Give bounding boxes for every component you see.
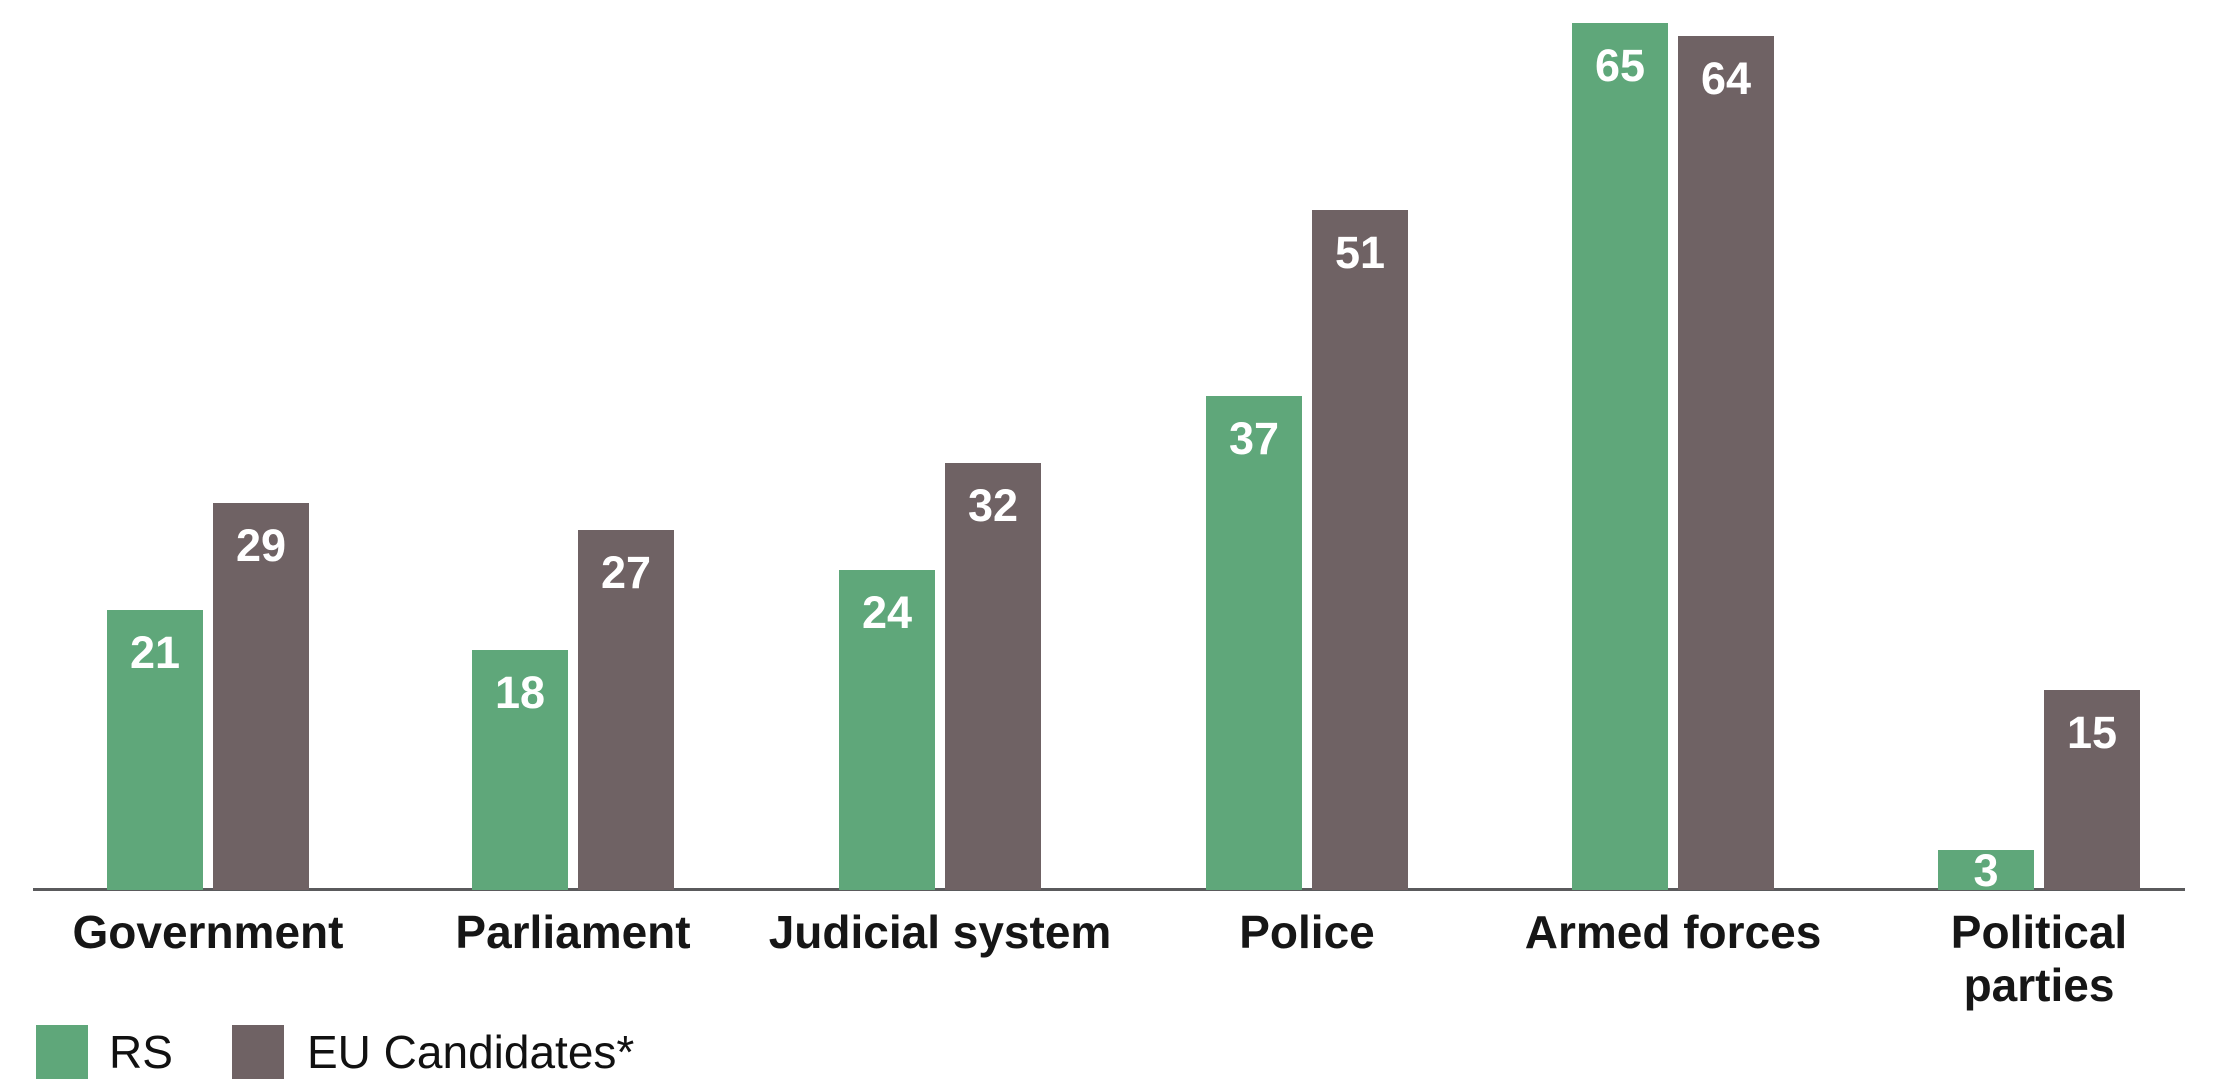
x-axis-category-label-political-parties: Political parties [1950,906,2128,1012]
bar-value-label: 64 [1700,53,1752,104]
bar-value-label: 32 [967,480,1019,531]
x-axis-category-label-judicial-system: Judicial system [768,906,1112,958]
bar-value-label: 21 [129,627,181,678]
legend-item-eu-candidates: EU Candidates* [232,1024,634,1080]
legend-item-rs: RS [36,1024,173,1080]
legend-label-rs: RS [109,1026,173,1078]
rs-bar-government [107,610,203,890]
bar-value-label: 37 [1228,413,1280,464]
legend-swatch-eu-candidates [232,1025,284,1079]
bar-value-label: 27 [600,547,652,598]
rs-bar-political-parties [1938,850,2034,890]
rs-bar-armed-forces [1572,23,1668,890]
eu-candidates-bar-judicial-system [945,463,1041,890]
rs-bar-judicial-system [839,570,935,890]
bar-value-label: 29 [235,520,287,571]
x-axis-category-label-police: Police [1239,906,1375,958]
legend-label-eu-candidates: EU Candidates* [307,1026,635,1078]
legend-swatch-rs [36,1025,88,1079]
eu-candidates-bar-armed-forces [1678,36,1774,890]
eu-candidates-bar-police [1312,210,1408,890]
x-axis-line [33,888,2185,891]
bar-value-label: 24 [861,587,913,638]
bar-value-label: 51 [1334,227,1386,278]
legend: RS EU Candidates* [0,1024,2218,1080]
eu-candidates-bar-government [213,503,309,890]
x-axis-category-label-government: Government [72,906,344,958]
rs-bar-police [1206,396,1302,890]
x-axis-category-label-parliament: Parliament [455,906,691,958]
rs-bar-parliament [472,650,568,890]
bar-value-label: 15 [2066,707,2118,758]
x-axis-category-label-armed-forces: Armed forces [1524,906,1822,958]
bar-value-label: 3 [1973,845,1999,896]
eu-candidates-bar-political-parties [2044,690,2140,890]
bar-value-label: 18 [494,667,546,718]
eu-candidates-bar-parliament [578,530,674,890]
bar-value-label: 65 [1594,40,1646,91]
